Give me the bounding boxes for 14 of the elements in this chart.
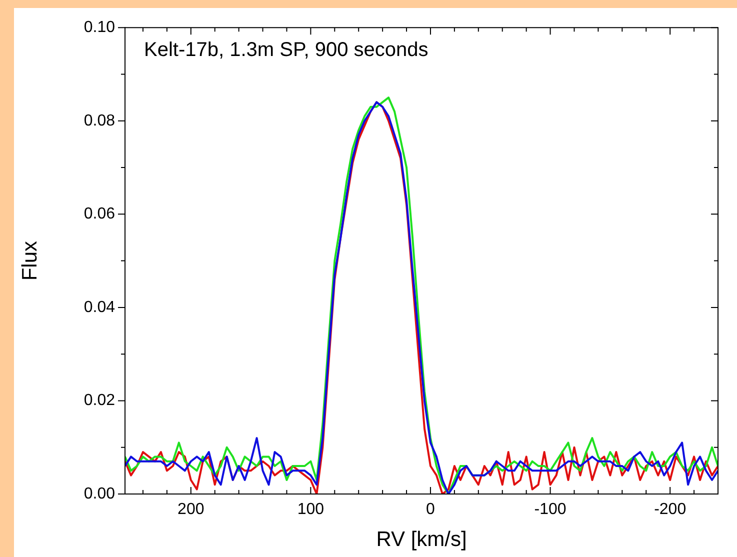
x-tick-label: -200 bbox=[654, 501, 686, 518]
x-tick-label: 0 bbox=[426, 501, 436, 518]
x-tick-label: 100 bbox=[297, 501, 324, 518]
y-tick-label: 0.02 bbox=[84, 392, 116, 410]
y-tick-label: 0.10 bbox=[84, 19, 116, 36]
x-tick-label: -100 bbox=[534, 501, 566, 518]
x-axis-title: RV [km/s] bbox=[376, 528, 467, 552]
y-axis-title: Flux bbox=[18, 240, 42, 281]
x-tick-label: 200 bbox=[178, 501, 204, 518]
y-tick-label: 0.08 bbox=[84, 112, 116, 130]
text: Kelt-17b, 1.3m SP, 900 seconds bbox=[144, 39, 428, 62]
y-tick-label: 0.00 bbox=[84, 485, 116, 502]
y-tick-label: 0.06 bbox=[84, 206, 116, 223]
y-tick-label: 0.04 bbox=[84, 298, 116, 316]
